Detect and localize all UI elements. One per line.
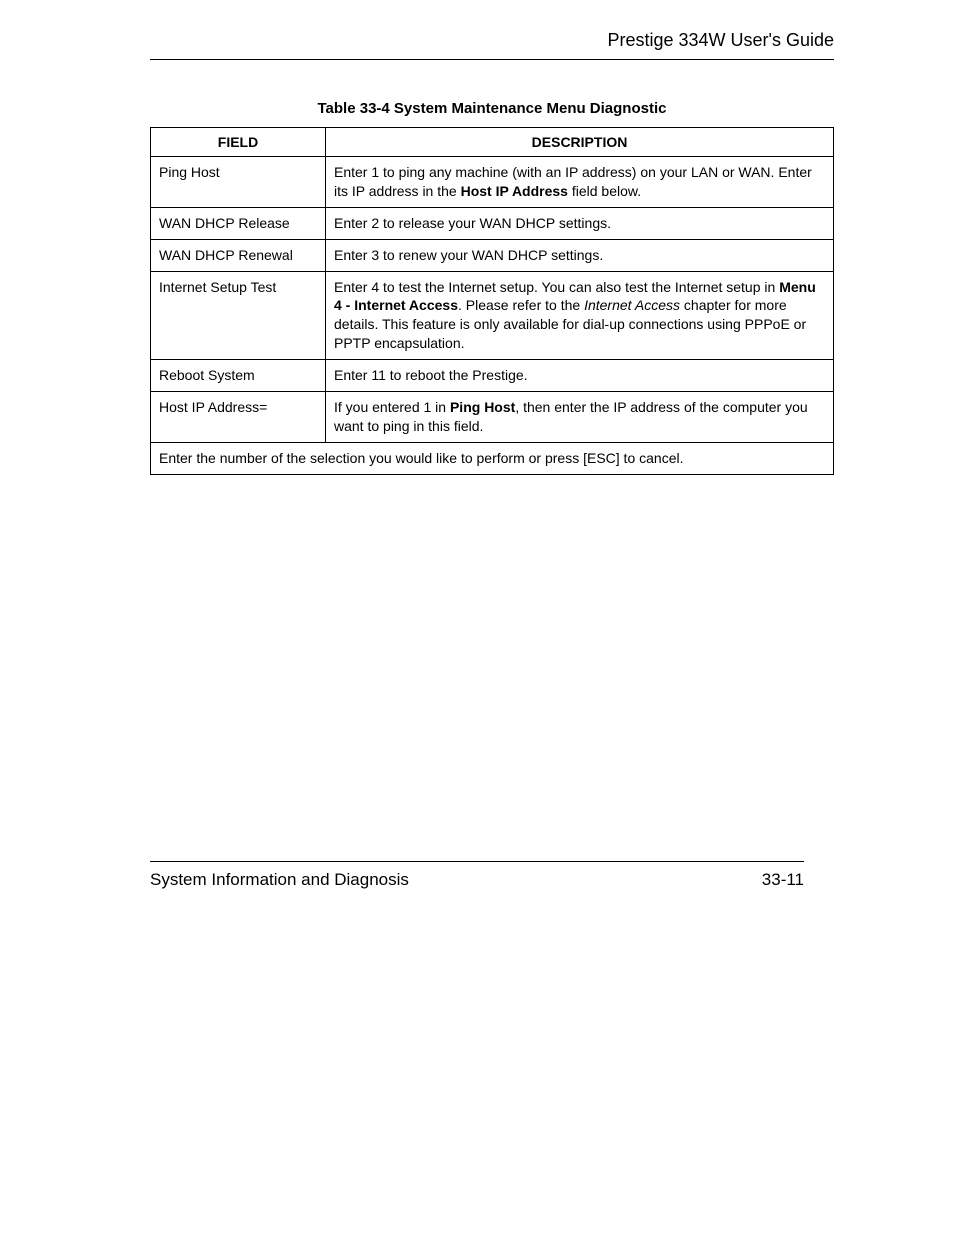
footer-page-number: 33-11: [762, 870, 804, 890]
cell-description: Enter 2 to release your WAN DHCP setting…: [326, 207, 834, 239]
table-row: WAN DHCP Renewal Enter 3 to renew your W…: [151, 239, 834, 271]
table-row: Ping Host Enter 1 to ping any machine (w…: [151, 157, 834, 208]
cell-field: WAN DHCP Renewal: [151, 239, 326, 271]
column-header-description: DESCRIPTION: [326, 128, 834, 157]
cell-field: WAN DHCP Release: [151, 207, 326, 239]
cell-description: Enter 4 to test the Internet setup. You …: [326, 271, 834, 360]
table-caption: Table 33-4 System Maintenance Menu Diagn…: [150, 100, 834, 117]
cell-footer: Enter the number of the selection you wo…: [151, 442, 834, 474]
page-header: Prestige 334W User's Guide: [150, 30, 834, 60]
cell-field: Ping Host: [151, 157, 326, 208]
footer-section-title: System Information and Diagnosis: [150, 870, 409, 890]
table-row: WAN DHCP Release Enter 2 to release your…: [151, 207, 834, 239]
cell-description: If you entered 1 in Ping Host, then ente…: [326, 392, 834, 443]
table-header-row: FIELD DESCRIPTION: [151, 128, 834, 157]
cell-field: Reboot System: [151, 360, 326, 392]
cell-field: Internet Setup Test: [151, 271, 326, 360]
diagnostic-table: FIELD DESCRIPTION Ping Host Enter 1 to p…: [150, 127, 834, 475]
cell-description: Enter 11 to reboot the Prestige.: [326, 360, 834, 392]
page-footer: System Information and Diagnosis 33-11: [150, 861, 804, 890]
cell-description: Enter 3 to renew your WAN DHCP settings.: [326, 239, 834, 271]
table-footer-row: Enter the number of the selection you wo…: [151, 442, 834, 474]
cell-description: Enter 1 to ping any machine (with an IP …: [326, 157, 834, 208]
cell-field: Host IP Address=: [151, 392, 326, 443]
table-row: Reboot System Enter 11 to reboot the Pre…: [151, 360, 834, 392]
table-row: Internet Setup Test Enter 4 to test the …: [151, 271, 834, 360]
guide-title: Prestige 334W User's Guide: [607, 30, 834, 50]
column-header-field: FIELD: [151, 128, 326, 157]
table-row: Host IP Address= If you entered 1 in Pin…: [151, 392, 834, 443]
